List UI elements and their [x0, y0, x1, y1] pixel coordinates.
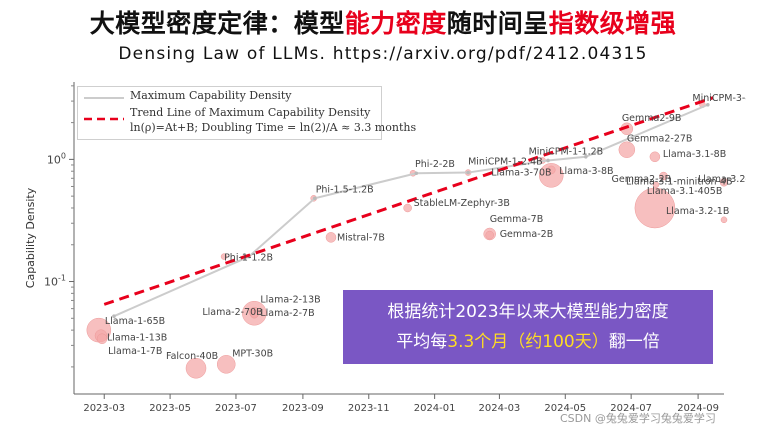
model-label: Llama-3.2-1B	[666, 206, 729, 217]
model-label: Llama-1-13B	[107, 333, 167, 344]
model-bubble	[403, 203, 412, 213]
model-bubble	[250, 309, 259, 319]
model-bubble	[216, 355, 236, 374]
model-label: Phi-2-2B	[415, 159, 455, 170]
model-bubble	[649, 151, 661, 163]
model-label: Llama-2-13B	[260, 294, 320, 305]
y-tick-label: 10-1	[44, 274, 66, 289]
page-title: 大模型密度定律：模型能力密度随时间呈指数级增强	[0, 4, 766, 40]
model-label: MiniCPM-1-2.4B	[468, 157, 543, 168]
model-label: Phi-1.5-1.2B	[316, 184, 374, 195]
x-tick-label: 2024-09	[677, 403, 719, 414]
watermark-text: CSDN @兔兔爱学习兔兔爱学习	[560, 412, 716, 425]
title-part2: 随时间呈	[446, 9, 549, 38]
x-tick-label: 2024-05	[544, 403, 586, 414]
model-label: Llama-1-65B	[105, 316, 165, 327]
model-label: Falcon-40B	[166, 351, 218, 362]
model-label: Mistral-7B	[337, 232, 385, 243]
x-tick-label: 2023-11	[348, 403, 390, 414]
title-part1: 大模型密度定律：模型	[89, 9, 345, 38]
page-subtitle: Densing Law of LLMs. https://arxiv.org/p…	[118, 44, 648, 64]
model-label: Llama-3-70B	[491, 167, 551, 178]
model-bubble	[634, 187, 676, 229]
callout-highlight: 3.3个月（约100天）	[447, 332, 609, 352]
model-bubble	[220, 253, 228, 260]
model-bubble	[659, 171, 668, 181]
model-bubble	[618, 141, 636, 158]
callout-suffix: 翻一倍	[608, 332, 660, 352]
model-bubble	[96, 333, 108, 345]
max-density-marker	[583, 154, 588, 159]
model-label: Llama-3-8B	[559, 166, 613, 177]
legend-trend-formula: ln(ρ)=At+B; Doubling Time = ln(2)/A ≈ 3.…	[130, 121, 417, 134]
max-density-marker	[546, 158, 550, 163]
x-tick-label: 2024-03	[479, 403, 521, 414]
chart-legend: Maximum Capability Density Trend Line of…	[77, 86, 416, 140]
x-tick-label: 2024-01	[414, 403, 456, 414]
max-density-marker	[112, 314, 116, 319]
model-label: Llama-3.1-8B	[663, 149, 726, 160]
model-label: Gemma-7B	[490, 214, 544, 225]
max-density-marker	[706, 102, 710, 107]
model-label: Gemma2-9B	[622, 113, 682, 124]
x-tick-label: 2023-09	[282, 403, 324, 414]
model-bubble	[652, 181, 660, 188]
density-chart: 10-1 100 Capability Density 2023-03 2023-05 2…	[24, 82, 746, 414]
model-label: Phi-1-1.2B	[224, 253, 273, 264]
max-density-marker	[414, 171, 419, 176]
model-label: Llama-3.1-minitron-4B	[626, 177, 733, 188]
max-density-marker	[312, 196, 317, 201]
model-bubble	[546, 165, 556, 175]
legend-trend-swatch	[84, 117, 124, 121]
x-tick-label: 2023-03	[83, 403, 125, 414]
model-label: MiniCPM-3-4B	[692, 93, 746, 104]
y-tick-label: 100	[47, 151, 66, 166]
max-density-line	[113, 103, 709, 318]
model-label: StableLM-Zephyr-3B	[414, 198, 510, 209]
max-density-marker	[466, 170, 470, 175]
model-label: Gemma-2B	[500, 229, 554, 240]
title-highlight-exponential: 指数级增强	[548, 9, 677, 38]
model-label: Gemma2-2B	[612, 174, 672, 185]
model-label: Llama-1-7B	[108, 346, 162, 357]
x-tick-label: 2023-05	[149, 403, 191, 414]
model-bubble	[325, 232, 337, 243]
x-tick-label: 2024-07	[610, 403, 652, 414]
model-bubble	[720, 216, 728, 224]
legend-trend-label: Trend Line of Maximum Capability Density	[130, 106, 371, 119]
doubling-callout: 根据统计2023年以来大模型能力密度 平均每3.3个月（约100天）翻一倍	[343, 290, 713, 364]
model-label: Llama-2-7B	[260, 308, 314, 319]
callout-prefix: 平均每	[396, 332, 448, 352]
trend-line	[103, 96, 714, 306]
x-tick-label: 2023-07	[215, 403, 257, 414]
legend-max-swatch	[84, 97, 124, 99]
model-label: Llama-3.2-3B	[698, 174, 746, 185]
model-label: MPT-30B	[232, 348, 273, 359]
callout-line2: 平均每3.3个月（约100天）翻一倍	[343, 327, 713, 357]
model-bubble	[185, 357, 207, 379]
model-label: Llama-2-70B	[202, 307, 262, 318]
y-axis-label: Capability Density	[24, 187, 37, 288]
model-bubble	[719, 177, 729, 187]
callout-line1: 根据统计2023年以来大模型能力密度	[387, 302, 669, 322]
model-label: MiniCPM-1-1.2B	[529, 146, 604, 157]
model-bubble	[485, 230, 494, 240]
legend-max-label: Maximum Capability Density	[130, 89, 292, 102]
model-label: Llama-3.1-405B	[647, 186, 722, 197]
title-highlight-density: 能力密度	[344, 9, 447, 38]
model-label: Gemma2-27B	[627, 134, 693, 145]
model-bubble	[538, 163, 564, 188]
